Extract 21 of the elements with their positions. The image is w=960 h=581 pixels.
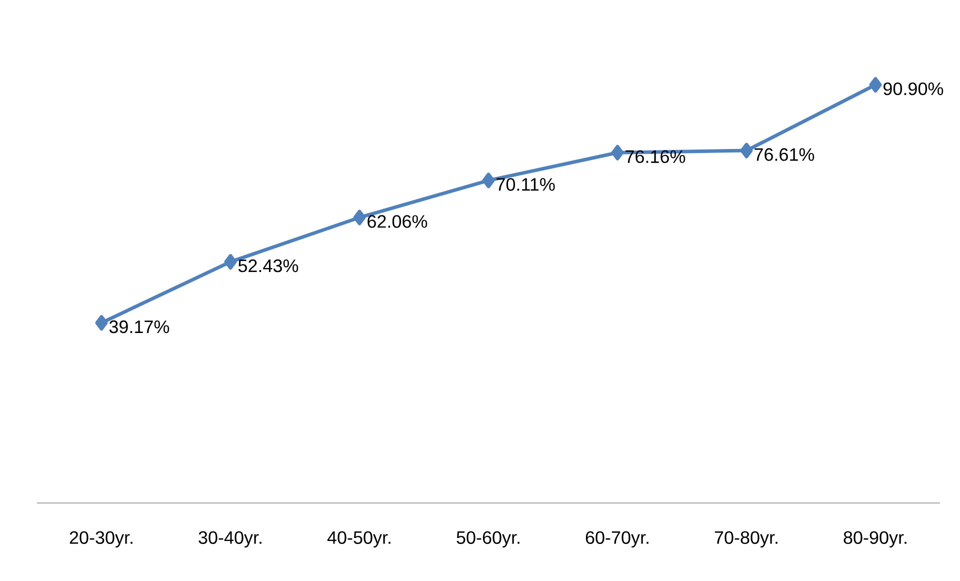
x-tick-label: 20-30yr. [70,531,132,548]
x-tick-label: 40-50yr. [327,531,390,548]
data-label: 70.11% [496,178,555,191]
data-label: 39.17% [109,320,170,334]
x-tick-label: 80-90yr. [844,531,906,548]
x-tick-label: 50-60yr. [456,531,520,548]
data-label: 62.06% [368,215,428,228]
point [224,254,237,270]
x-tick-label: 60-70yr. [586,531,648,548]
point [353,210,366,226]
data-label: 76.16% [626,150,686,163]
point [740,142,753,158]
data-label: 90.90% [884,82,944,96]
point [869,77,882,93]
data-label: 76.61% [754,148,814,161]
point [95,315,108,331]
data-label: 52.43% [238,259,298,272]
point [611,144,624,160]
x-tick-label: 70-80yr. [714,531,778,548]
point [482,172,495,188]
x-tick-label: 30-40yr. [198,531,262,548]
